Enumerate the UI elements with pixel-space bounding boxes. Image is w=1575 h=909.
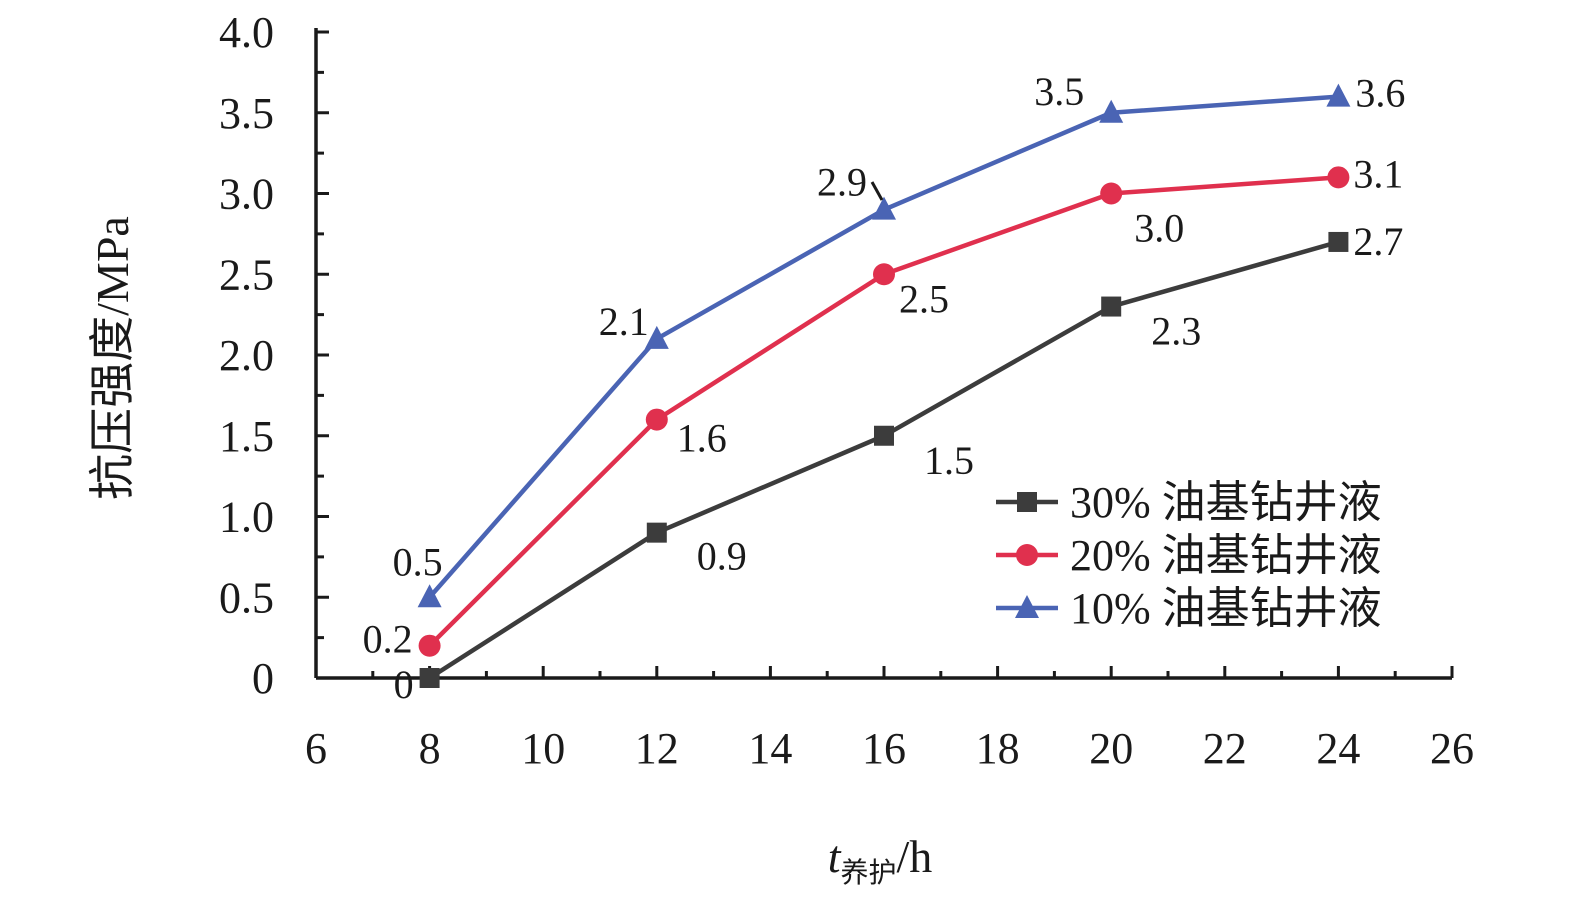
data-point [874,425,894,446]
data-label: 1.6 [677,416,727,461]
data-point [417,584,442,608]
legend-label: 20% 油基钻井液 [1070,531,1382,580]
x-tick-label: 22 [1203,724,1247,773]
x-tick-label: 8 [419,724,441,773]
data-point [646,522,667,543]
data-label: 3.6 [1355,71,1405,116]
data-labels: 0 0.9 1.5 2.3 2.7 0.2 1.6 2.5 3.0 3.1 0.5 2.1 2.9 3.5… [363,69,1406,707]
data-point [1328,231,1349,252]
data-label: 0 [394,662,414,707]
x-axis-title-sub: 养护 [840,857,896,889]
x-tick-label: 26 [1430,724,1474,773]
x-axis-title-unit: /h [897,831,933,882]
axes: 6 8 10 12 14 16 18 20 22 24 26 0 0.5 1.0 1.5 2.0 2.5 3.0 3… [219,8,1474,773]
y-tick-label: 0.5 [219,573,274,622]
series-layer [417,83,1351,688]
data-point [418,634,441,657]
legend-marker [1015,595,1039,618]
data-label: 2.1 [599,299,649,344]
legend-marker [1016,544,1038,566]
legend-marker [1017,492,1037,512]
data-point [1327,166,1350,189]
y-tick-label: 2.5 [219,250,274,299]
data-label: 2.3 [1151,309,1201,354]
legend-label: 30% 油基钻井液 [1070,478,1382,527]
data-label: 3.1 [1353,151,1403,196]
x-axis-title: t养护/h [828,831,933,889]
y-axis-title: 抗压强度/MPa [87,216,138,500]
data-label-leader-line [870,181,884,201]
x-tick-label: 10 [521,724,565,773]
x-tick-label: 18 [976,724,1020,773]
data-label: 2.9 [817,160,867,205]
data-label: 3.5 [1034,69,1084,114]
y-tick-label: 3.5 [219,89,274,138]
y-tick-label: 2.0 [219,331,274,380]
x-tick-label: 20 [1089,724,1133,773]
data-label: 0.9 [697,534,747,579]
data-point [872,196,896,220]
x-tick-label: 16 [862,724,906,773]
x-tick-label: 24 [1316,724,1360,773]
y-tick-label: 3.0 [219,170,274,219]
y-tick-label: 4.0 [219,8,274,57]
data-point [1101,296,1122,317]
data-point [873,263,895,286]
data-point [645,408,668,431]
data-label: 1.5 [924,438,974,483]
x-tick-label: 12 [635,724,679,773]
data-label: 2.7 [1353,219,1403,264]
y-tick-label: 1.0 [219,493,274,542]
data-point [644,325,669,349]
legend-label: 10% 油基钻井液 [1070,584,1382,633]
data-label: 0.5 [393,539,443,584]
data-point [1099,99,1124,123]
data-label: 3.0 [1134,206,1184,251]
data-point [419,668,440,688]
data-label: 2.5 [899,276,949,321]
x-tick-label: 6 [305,724,327,773]
y-tick-label: 0 [252,654,274,703]
data-point [1326,83,1351,107]
x-axis-title-var: t [828,831,842,882]
data-point [1100,182,1123,205]
x-tick-label: 14 [748,724,792,773]
data-label: 0.2 [363,617,413,662]
y-tick-label: 1.5 [219,412,274,461]
